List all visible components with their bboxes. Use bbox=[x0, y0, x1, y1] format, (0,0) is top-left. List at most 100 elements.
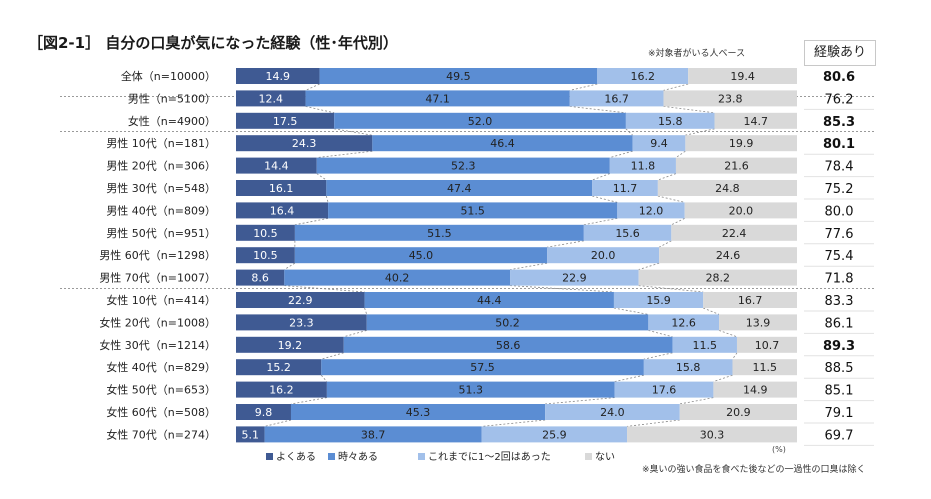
data-label: 17.5 bbox=[273, 115, 298, 128]
bar-segment bbox=[236, 157, 317, 174]
data-label: 45.0 bbox=[409, 249, 434, 262]
data-label: 38.7 bbox=[361, 428, 386, 441]
data-label: 22.9 bbox=[562, 272, 587, 285]
bar-segment bbox=[316, 157, 610, 174]
data-label: 51.3 bbox=[459, 384, 484, 397]
bar-segment bbox=[236, 90, 306, 107]
data-label: 22.9 bbox=[288, 294, 313, 307]
bar-segment bbox=[319, 68, 598, 84]
experience-value: 85.3 bbox=[823, 115, 855, 130]
connector-line bbox=[546, 240, 584, 248]
data-label: 19.2 bbox=[278, 339, 303, 352]
experience-value: 75.4 bbox=[825, 249, 854, 264]
connector-line bbox=[638, 285, 704, 293]
data-label: 14.9 bbox=[743, 384, 768, 397]
bar-segment bbox=[236, 404, 291, 420]
bar-segment bbox=[583, 224, 672, 241]
data-label: 49.5 bbox=[446, 70, 471, 83]
bar-segment bbox=[294, 247, 548, 264]
data-label: 16.1 bbox=[269, 182, 294, 195]
bar-segment bbox=[671, 224, 797, 241]
data-label: 19.4 bbox=[730, 70, 755, 83]
connector-line bbox=[290, 397, 327, 405]
bar-segment bbox=[236, 247, 295, 264]
bar-segment bbox=[675, 157, 797, 174]
data-label: 44.4 bbox=[477, 294, 502, 307]
data-label: 47.4 bbox=[447, 182, 472, 195]
data-label: 51.5 bbox=[460, 204, 485, 217]
data-label: 51.5 bbox=[427, 227, 452, 240]
data-label: 12.6 bbox=[671, 316, 696, 329]
bar-segment bbox=[736, 336, 797, 353]
connector-line bbox=[264, 419, 292, 427]
connector-line bbox=[325, 195, 329, 203]
connector-line bbox=[675, 150, 686, 158]
data-label: 28.2 bbox=[706, 272, 731, 285]
bar-segment bbox=[684, 202, 797, 219]
bar-segment bbox=[569, 90, 664, 107]
experience-value: 88.5 bbox=[825, 361, 854, 376]
base-note: ※対象者がいる人ベース bbox=[648, 49, 746, 59]
experience-value: 76.2 bbox=[825, 92, 854, 107]
legend-label: これまでに1～2回はあった bbox=[428, 451, 551, 463]
connector-line bbox=[658, 240, 672, 248]
category-label: 全体（n=10000） bbox=[121, 69, 216, 83]
experience-value: 80.6 bbox=[823, 70, 855, 85]
data-label: 11.7 bbox=[613, 182, 638, 195]
bar-segment bbox=[719, 314, 797, 331]
connector-line bbox=[545, 397, 615, 405]
data-label: 24.6 bbox=[716, 249, 741, 262]
bar-segment bbox=[597, 68, 689, 84]
bar-segment bbox=[290, 404, 546, 420]
data-label: 21.6 bbox=[724, 160, 749, 173]
data-label: 10.5 bbox=[253, 249, 278, 262]
data-label: 15.2 bbox=[266, 361, 291, 374]
bar-segment bbox=[617, 202, 685, 219]
connector-line bbox=[679, 397, 714, 405]
bar-segment bbox=[688, 68, 797, 84]
data-label: 15.8 bbox=[676, 361, 701, 374]
chart-title: ［図2-1］ 自分の口臭が気になった経験（性･年代別） bbox=[28, 34, 398, 52]
bar-segment bbox=[638, 269, 797, 286]
experience-value: 75.2 bbox=[825, 182, 854, 197]
data-label: 14.7 bbox=[744, 115, 769, 128]
data-label: 15.8 bbox=[658, 115, 683, 128]
legend-swatch bbox=[418, 453, 425, 460]
bar-segment bbox=[703, 292, 797, 308]
data-label: 25.9 bbox=[542, 428, 567, 441]
category-label: 男性 60代（n=1298） bbox=[99, 248, 216, 262]
bar-segment bbox=[284, 269, 511, 286]
experience-value: 83.3 bbox=[825, 294, 854, 309]
experience-value: 77.6 bbox=[825, 227, 854, 242]
category-label: 男性 70代（n=1007） bbox=[99, 271, 216, 285]
data-label: 16.7 bbox=[604, 92, 629, 105]
bar-segment bbox=[627, 426, 797, 443]
connector-line bbox=[626, 419, 680, 427]
data-label: 15.9 bbox=[646, 294, 671, 307]
data-label: 20.0 bbox=[591, 249, 616, 262]
connector-line bbox=[343, 330, 367, 338]
data-label: 10.5 bbox=[253, 227, 278, 240]
category-label: 男性 20代（n=306） bbox=[106, 159, 216, 173]
connector-line bbox=[569, 83, 598, 91]
category-label: 女性 20代（n=1008） bbox=[99, 315, 216, 329]
data-label: 24.3 bbox=[292, 137, 317, 150]
bar-segment bbox=[364, 292, 614, 308]
bar-segment bbox=[366, 314, 649, 331]
bar-segment bbox=[236, 202, 329, 219]
legend-swatch bbox=[585, 453, 592, 460]
data-label: 30.3 bbox=[700, 428, 725, 441]
data-label: 20.0 bbox=[729, 204, 754, 217]
connector-line bbox=[305, 83, 320, 91]
footnote: ※臭いの強い食品を食べた後などの一過性の口臭は除く bbox=[642, 465, 866, 475]
data-label: 20.9 bbox=[726, 406, 751, 419]
bar-segment bbox=[236, 269, 285, 286]
experience-value: 78.4 bbox=[825, 160, 854, 175]
bar-segment bbox=[659, 247, 797, 264]
connector-line bbox=[732, 352, 738, 360]
bar-segment bbox=[236, 135, 373, 152]
connector-line bbox=[614, 374, 644, 382]
connector-line bbox=[638, 262, 660, 270]
bar-segment bbox=[481, 426, 628, 443]
data-label: 23.8 bbox=[718, 92, 743, 105]
